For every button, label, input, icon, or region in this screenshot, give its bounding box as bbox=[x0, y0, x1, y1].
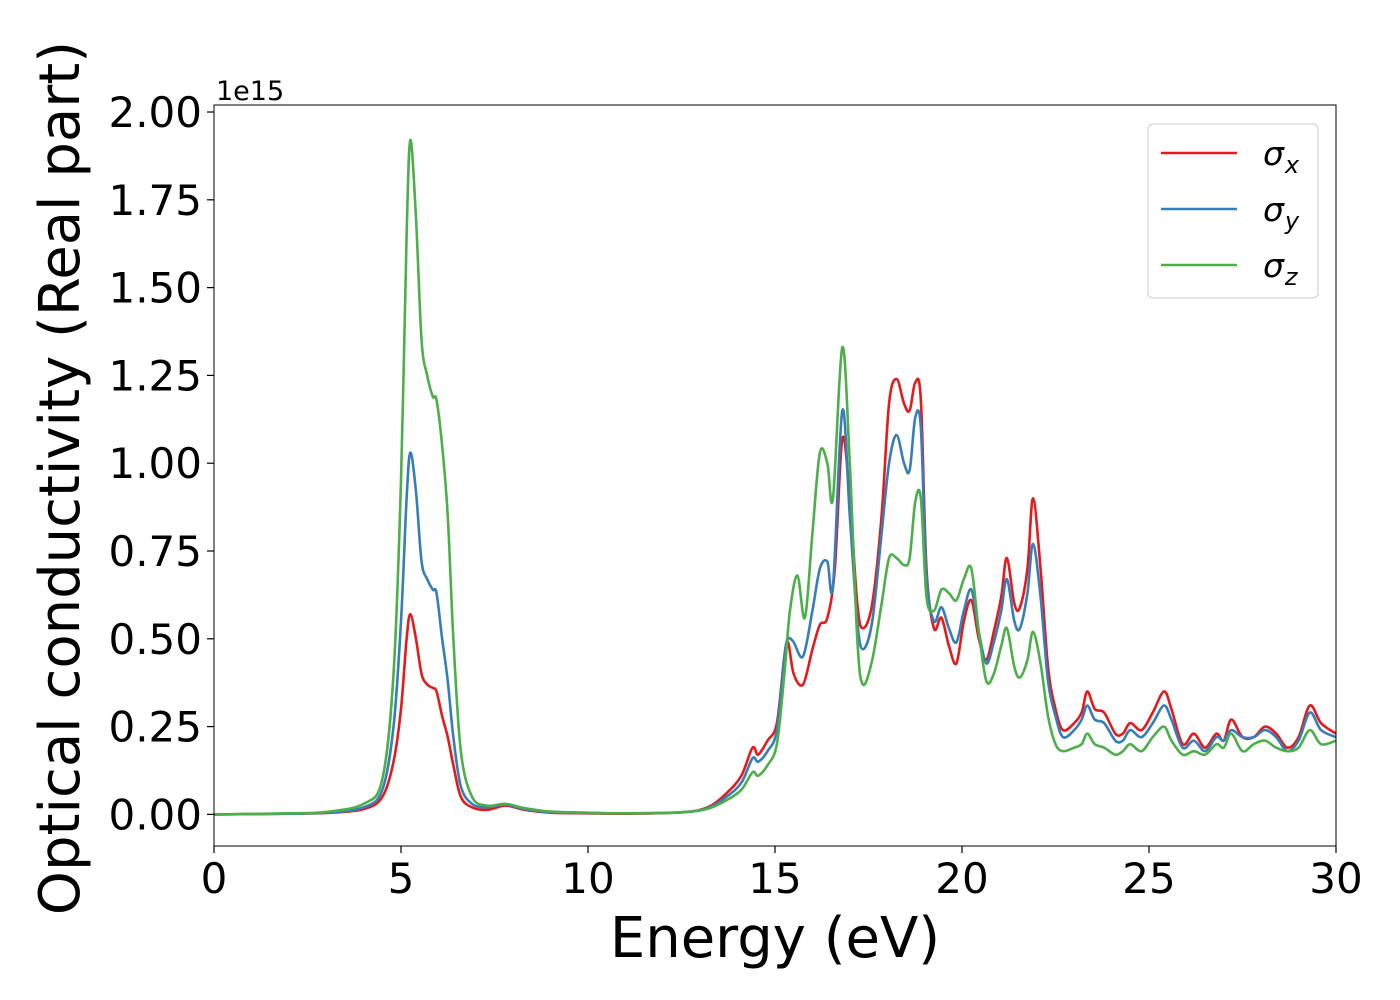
y-tick-label: 0.50 bbox=[108, 615, 202, 664]
y-tick-label: 0.25 bbox=[108, 703, 202, 752]
x-tick-label: 30 bbox=[1309, 854, 1362, 903]
y-tick-label: 0.00 bbox=[108, 790, 202, 839]
legend-label-z: σz bbox=[1263, 246, 1299, 291]
legend-label-y: σy bbox=[1263, 190, 1300, 235]
x-tick-label: 15 bbox=[748, 854, 801, 903]
series-line-z bbox=[214, 138, 1336, 816]
series-line-y bbox=[214, 408, 1336, 816]
x-axis-label: Energy (eV) bbox=[610, 906, 940, 971]
y-axis-label: Optical conductivity (Real part) bbox=[28, 41, 93, 915]
y-tick-label: 1.50 bbox=[108, 264, 202, 313]
x-axis-ticks: 0 5 10 15 20 25 30 bbox=[201, 846, 1363, 903]
legend: σx σy σz bbox=[1147, 123, 1319, 299]
series-layer bbox=[214, 138, 1336, 816]
y-tick-label: 2.00 bbox=[108, 88, 202, 137]
x-tick-label: 20 bbox=[935, 854, 988, 903]
y-axis-ticks: 0.00 0.25 0.50 0.75 1.00 1.25 1.50 1.75 2.00 bbox=[108, 88, 214, 839]
y-tick-label: 1.25 bbox=[108, 351, 202, 400]
legend-box bbox=[1147, 123, 1319, 299]
x-tick-label: 0 bbox=[201, 854, 228, 903]
legend-label-x: σx bbox=[1263, 134, 1300, 179]
series-line-x bbox=[214, 377, 1336, 816]
x-tick-label: 5 bbox=[388, 854, 415, 903]
y-tick-label: 1.00 bbox=[108, 439, 202, 488]
legend-entries: σx σy σz bbox=[1161, 134, 1300, 291]
y-axis-offset-label: 1e15 bbox=[216, 76, 284, 107]
x-tick-label: 25 bbox=[1122, 854, 1175, 903]
y-tick-label: 0.75 bbox=[108, 527, 202, 576]
y-tick-label: 1.75 bbox=[108, 176, 202, 225]
x-tick-label: 10 bbox=[561, 854, 614, 903]
